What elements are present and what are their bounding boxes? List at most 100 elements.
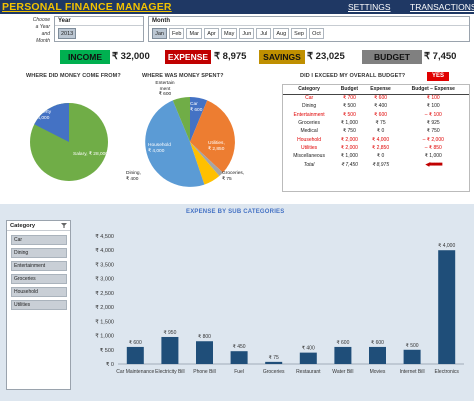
slice-label: Dining [126,171,140,176]
cell-expense: ₹ 600 [374,111,388,118]
bar-groceries[interactable] [265,361,283,364]
col-header-category: Category [283,85,336,95]
month-chip-jun[interactable]: Jun [239,28,255,39]
bar-movies[interactable] [369,346,386,364]
total-label: Total [303,161,315,168]
pie-slice-property [34,102,69,142]
bar-electronics[interactable] [438,250,456,364]
category-slicer: Category Car Dining Entertainment Groceries… [6,220,71,390]
slice-value: ₹ 400 [126,176,139,182]
transactions-link[interactable]: TRANSACTIONS [410,2,474,12]
cell-category: Car [305,95,314,102]
budget-label: BUDGET [362,50,422,64]
savings-label: SAVINGS [259,50,305,64]
note-line: a Year [35,24,50,30]
slice-label: Salary [73,152,87,157]
selection-note: Choose a Year and Month [2,17,50,45]
slice-value: ₹ 4,000 [148,148,165,154]
month-slicer: Month Jan Feb Mar Apr May Jun Jul Aug Sep Oct [148,16,470,42]
month-chip-oct[interactable]: Oct [308,28,324,39]
year-chip-2013[interactable]: 2013 [58,28,77,39]
total-budget: ₹ 7,450 [340,161,358,168]
table-row: Car ₹ 700 ₹ 600 ₹ 100 [283,94,469,102]
slice-label: Household [148,143,171,148]
expense-bar-chart: EXPENSE BY SUB CATEGORIES ₹ 0 ₹ 500 ₹ 1,00… [78,206,470,398]
y-tick-label: ₹ 1,500 [95,318,114,325]
slice-value: ₹ 600 [190,107,203,113]
income-label: INCOME [60,50,110,64]
x-tick-label: Groceries [263,369,285,375]
pie-slice-entertainment [172,96,190,142]
cell-category: Medical [300,128,318,135]
month-chip-apr[interactable]: Apr [203,28,219,39]
expense-label-car: Car ₹ 600 [190,102,202,113]
bar-data-label: ₹ 950 [163,330,176,336]
budget-value: ₹ 7,450 [424,51,457,62]
bar-restaurant[interactable] [299,352,317,364]
cell-budget: ₹ 1,000 [340,120,358,127]
cell-budget: ₹ 500 [342,111,356,118]
cell-budget: ₹ 700 [342,95,356,102]
bar-water-bill[interactable] [334,346,352,364]
month-chip-jan[interactable]: Jan [152,28,167,39]
x-tick-label: Fuel [234,369,244,375]
slice-label: Groceries [222,171,243,176]
expense-label: EXPENSE [165,50,211,64]
cell-diff: – ₹ 850 [424,144,442,151]
cell-expense: ₹ 4,000 [372,136,390,143]
category-item-groceries[interactable]: Groceries [11,274,67,284]
cell-category: Entertainment [293,111,325,118]
bar-data-label: ₹ 450 [233,344,246,350]
income-pie-title: WHERE DID MONEY COME FROM? [26,73,121,79]
total-expense: ₹ 8,975 [372,161,390,168]
category-item-household[interactable]: Household [11,287,67,297]
category-item-utilities[interactable]: Utilities [11,300,67,310]
budget-check-title: DID I EXCEED MY OVERALL BUDGET? [300,73,406,79]
category-item-dining[interactable]: Dining [11,248,67,258]
bar-fuel[interactable] [230,351,248,364]
month-chip-feb[interactable]: Feb [169,28,185,39]
month-chip-aug[interactable]: Aug [273,28,290,39]
x-tick-label: Internet Bill [400,369,425,375]
slice-value: ₹ 600 [158,92,172,97]
note-line: Month [36,38,50,44]
table-row: Groceries ₹ 1,000 ₹ 75 ₹ 925 [283,119,469,127]
bar-electricity-bill[interactable] [161,336,179,364]
cell-budget: ₹ 750 [342,128,356,135]
bar-internet-bill[interactable] [403,349,421,364]
expense-label-household: Household ₹ 4,000 [148,143,171,154]
expense-label-groceries: Groceries, ₹ 75 [222,171,245,182]
year-slicer-label: Year [55,17,143,26]
cell-diff: ₹ 100 [426,103,440,110]
x-tick-label: Movies [370,369,386,375]
month-chip-may[interactable]: May [220,28,238,39]
x-tick-label: Restaurant [296,369,321,375]
x-tick-label: Car Maintenance [116,369,154,375]
y-tick-label: ₹ 2,000 [95,304,114,311]
y-tick-label: ₹ 1,000 [95,333,114,340]
bar-chart-svg: ₹ 0 ₹ 500 ₹ 1,000 ₹ 1,500 ₹ 2,000 ₹ 2,500 ₹ 3,… [95,233,464,375]
month-chip-sep[interactable]: Sep [291,28,307,39]
settings-link[interactable]: SETTINGS [348,2,391,12]
bar-phone-bill[interactable] [196,341,213,364]
table-total-row: Total ₹ 7,450 ₹ 8,975 ◀■■■■■ [283,160,469,168]
bar-car-maintenance[interactable] [126,346,144,364]
cell-budget: ₹ 500 [342,103,356,110]
filter-icon[interactable] [61,223,67,228]
category-item-car[interactable]: Car [11,235,67,245]
cell-expense: ₹ 75 [375,120,386,127]
slice-label: Entertainment [155,81,175,92]
bar-data-label: ₹ 75 [269,355,279,361]
slice-label: Property [33,110,52,115]
note-line: and [41,31,50,37]
income-pie-chart [30,102,108,181]
expense-pie-chart [145,96,235,187]
category-item-entertainment[interactable]: Entertainment [11,261,67,271]
total-indicator: ◀■■■■■ [424,161,443,168]
income-label-property: Property ₹ 4,000 [33,110,51,121]
month-chip-mar[interactable]: Mar [186,28,202,39]
cell-diff: ₹ 925 [426,120,440,127]
month-chip-jul[interactable]: Jul [256,28,272,39]
cell-category: Household [297,136,322,143]
income-value: ₹ 32,000 [112,51,150,62]
